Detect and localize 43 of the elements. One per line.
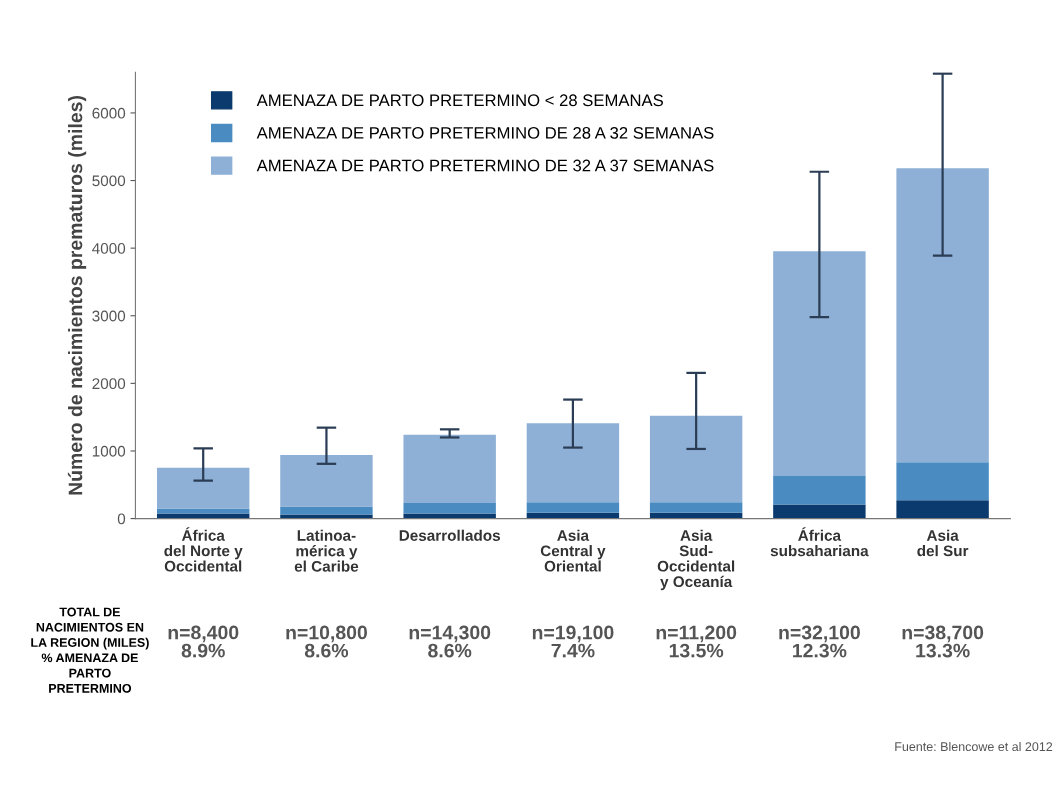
bar (280, 506, 373, 515)
text: n=19,100 7.4% (532, 625, 614, 658)
bar (896, 500, 989, 519)
y-tick-label: 2000 (92, 378, 126, 390)
bar (156, 508, 250, 514)
x-tick-label: Asia Central y Oriental (540, 529, 606, 572)
source-note: Fuente: Blencowe et al 2012 (895, 741, 1053, 752)
x-tick-label: Asia del Sur (917, 529, 969, 557)
x-tick-label: África del Norte y Occidental (164, 527, 243, 572)
bar (526, 502, 620, 513)
text: n=8,400 8.9% (168, 625, 239, 658)
bar (649, 502, 743, 513)
bar (773, 504, 866, 519)
text: n=10,800 8.6% (286, 625, 367, 658)
bar (773, 475, 866, 505)
y-tick-label: 3000 (92, 310, 126, 322)
bar (649, 415, 743, 503)
legend-label: AMENAZA DE PARTO PRETERMINO < 28 SEMANAS (256, 94, 663, 107)
x-tick-label: África subsahariana (770, 527, 869, 557)
x-tick-label: Latinoa- mérica y el Caribe (294, 529, 359, 572)
text: TOTAL DE NACIMIENTOS EN LA REGION (MILES) % AMENAZA DE PARTO PRETERMINO (31, 607, 149, 693)
y-tick-label: 1000 (92, 445, 126, 457)
text: n=14,300 8.6% (409, 625, 491, 658)
text: n=38,700 13.3% (902, 625, 984, 658)
bar (773, 251, 866, 476)
bar (403, 503, 496, 514)
y-axis-title: Número de nacimientos prematuros (miles) (67, 95, 87, 495)
bar (403, 434, 496, 504)
y-tick-label: 5000 (92, 175, 126, 187)
bar (896, 168, 989, 463)
y-tick-label: 0 (117, 513, 126, 525)
y-tick-label: 6000 (92, 107, 126, 119)
legend-label: AMENAZA DE PARTO PRETERMINO DE 32 A 37 SEMANAS (256, 159, 714, 172)
bar (526, 423, 620, 503)
text: n=11,200 13.5% (656, 625, 737, 658)
text: n=32,100 12.3% (779, 625, 860, 658)
y-tick-label: 4000 (92, 243, 126, 254)
legend-label: AMENAZA DE PARTO PRETERMINO DE 28 A 32 SEMANAS (256, 126, 714, 139)
x-tick-label: Asia Sud- Occidental y Oceanía (657, 529, 735, 591)
bar (896, 462, 989, 501)
bar (156, 467, 250, 509)
x-tick-label: Desarrollados (399, 529, 500, 541)
bar (280, 455, 373, 507)
